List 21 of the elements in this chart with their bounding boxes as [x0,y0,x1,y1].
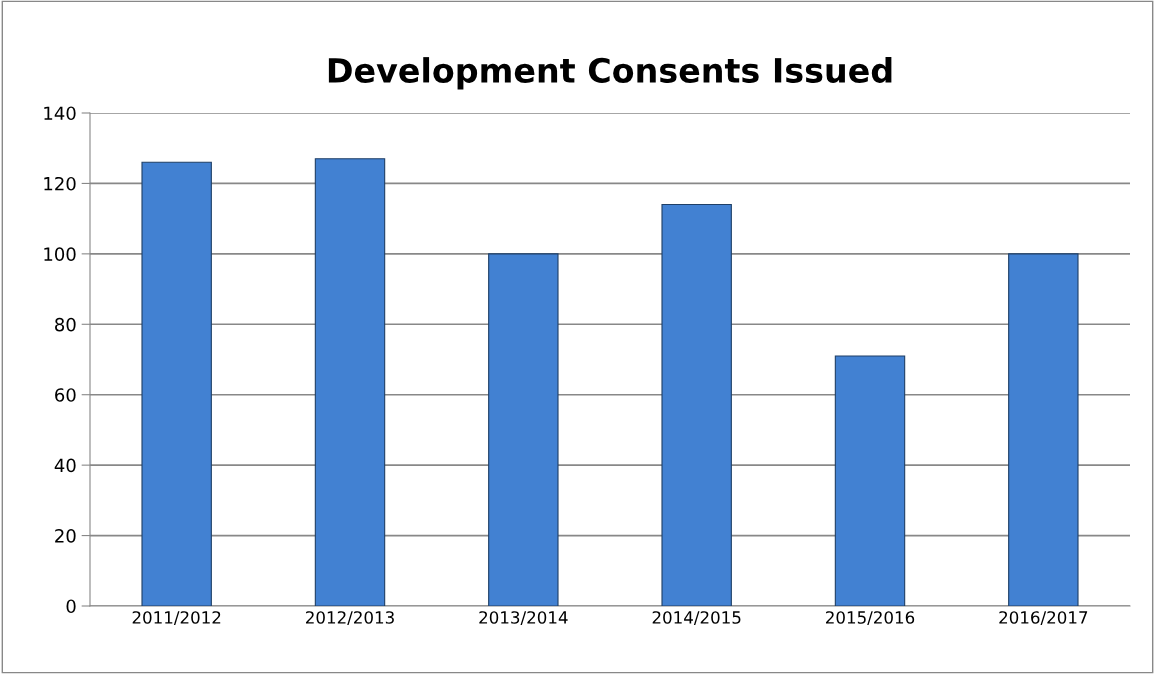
bar [314,158,386,606]
bar [661,204,732,606]
y-tick-label: 40 [54,458,76,473]
bar [1008,253,1079,606]
y-tick-label: 60 [55,388,76,402]
x-tick-label: 2015/2016 [826,611,915,626]
bar [834,355,906,606]
y-tick-label: 80 [55,317,76,332]
bar [488,253,559,606]
x-tick-label: 2014/2015 [652,611,741,626]
y-tick-label: 120 [44,176,76,191]
x-tick-label: 2011/2012 [132,611,221,626]
y-tick-label: 0 [66,599,76,614]
bar [141,161,212,606]
y-tick-label: 140 [44,106,76,121]
y-tick-label: 100 [44,247,76,261]
y-tick-label: 20 [55,529,76,543]
chart-title: Development Consents Issued [328,57,892,90]
x-tick-label: 2012/2013 [306,611,394,626]
x-tick-label: 2016/2017 [999,611,1088,626]
x-tick-label: 2013/2014 [479,611,568,626]
